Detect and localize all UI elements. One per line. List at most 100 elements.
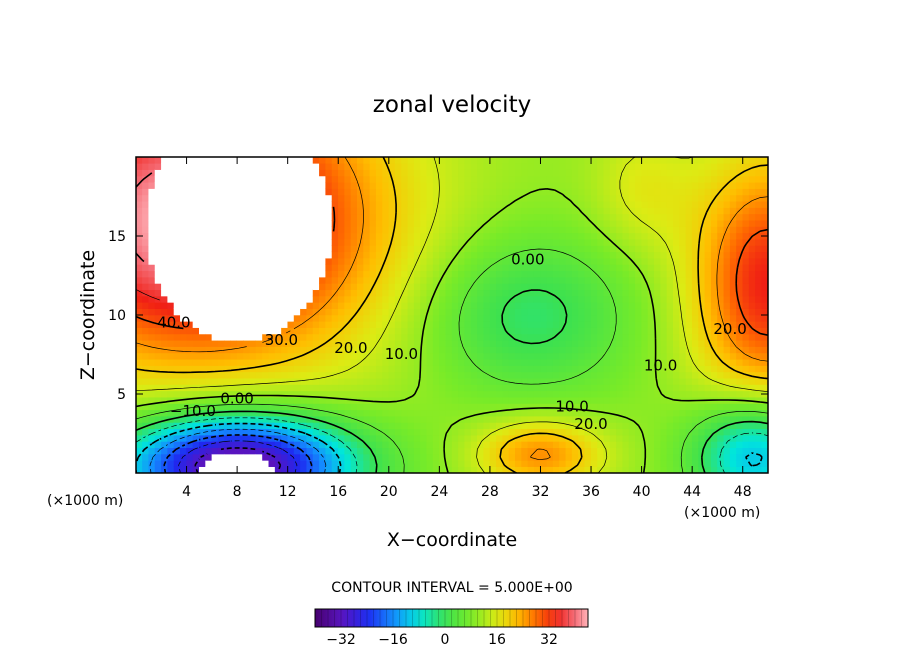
heatmap-cell — [199, 314, 206, 322]
heatmap-cell — [590, 390, 598, 398]
heatmap-cell — [432, 403, 440, 411]
heatmap-cell — [199, 264, 206, 272]
heatmap-cell — [483, 333, 491, 341]
heatmap-cell — [515, 201, 522, 208]
heatmap-cell — [312, 207, 320, 215]
heatmap-cell — [502, 352, 510, 360]
heatmap-cell — [445, 276, 453, 284]
heatmap-cell — [540, 226, 548, 234]
heatmap-cell — [382, 257, 390, 265]
heatmap-cell — [388, 308, 396, 316]
heatmap-cell — [268, 289, 276, 297]
heatmap-cell — [597, 384, 604, 392]
heatmap-cell — [167, 340, 175, 347]
heatmap-cell — [142, 245, 149, 253]
heatmap-cell — [148, 175, 156, 183]
heatmap-cell — [287, 245, 295, 253]
heatmap-cell — [717, 403, 725, 411]
heatmap-cell — [698, 403, 706, 411]
heatmap-cell — [319, 232, 326, 240]
heatmap-cell — [420, 226, 428, 234]
heatmap-cell — [755, 264, 762, 272]
heatmap-cell — [388, 396, 396, 404]
heatmap-cell — [357, 333, 364, 341]
heatmap-cell — [635, 453, 642, 461]
heatmap-cell — [755, 327, 762, 335]
heatmap-cell — [590, 321, 598, 328]
heatmap-cell — [420, 415, 428, 423]
heatmap-cell — [521, 163, 529, 170]
heatmap-cell — [293, 194, 301, 202]
heatmap-cell — [464, 201, 472, 208]
heatmap-cell — [628, 327, 636, 335]
heatmap-cell — [654, 415, 661, 423]
heatmap-cell — [439, 201, 446, 208]
heatmap-cell — [578, 207, 586, 215]
heatmap-cell — [319, 378, 326, 385]
heatmap-cell — [489, 422, 497, 430]
heatmap-cell — [571, 371, 579, 379]
heatmap-cell — [205, 251, 213, 259]
heatmap-cell — [458, 434, 465, 442]
heatmap-cell — [489, 441, 497, 449]
heatmap-cell — [729, 321, 737, 328]
heatmap-cell — [268, 207, 276, 215]
heatmap-cell — [142, 182, 149, 189]
heatmap-cell — [445, 213, 453, 221]
heatmap-cell — [736, 232, 744, 240]
heatmap-cell — [742, 251, 750, 259]
heatmap-cell — [508, 157, 516, 164]
heatmap-cell — [167, 460, 175, 467]
heatmap-cell — [173, 201, 181, 208]
heatmap-cell — [660, 232, 668, 240]
heatmap-cell — [559, 403, 567, 411]
heatmap-cell — [281, 283, 288, 291]
heatmap-cell — [477, 466, 484, 473]
heatmap-cell — [306, 220, 314, 227]
heatmap-cell — [540, 403, 548, 411]
heatmap-cell — [628, 422, 636, 430]
heatmap-cell — [571, 295, 579, 303]
heatmap-cell — [710, 169, 718, 177]
heatmap-cell — [224, 390, 232, 398]
heatmap-cell — [344, 441, 352, 449]
heatmap-cell — [540, 302, 548, 309]
heatmap-cell — [622, 276, 630, 284]
heatmap-cell — [180, 220, 187, 227]
heatmap-cell — [451, 276, 459, 284]
heatmap-cell — [704, 295, 712, 303]
heatmap-cell — [483, 270, 491, 278]
heatmap-cell — [477, 308, 484, 316]
heatmap-cell — [274, 157, 282, 164]
heatmap-cell — [319, 403, 326, 411]
heatmap-cell — [306, 333, 314, 341]
heatmap-cell — [186, 175, 194, 183]
heatmap-cell — [515, 460, 522, 467]
heatmap-cell — [552, 257, 560, 265]
heatmap-cell — [287, 314, 295, 322]
heatmap-cell — [540, 157, 548, 164]
heatmap-cell — [154, 441, 162, 449]
heatmap-cell — [331, 295, 339, 303]
heatmap-cell — [413, 182, 421, 189]
heatmap-cell — [148, 270, 156, 278]
heatmap-cell — [710, 283, 718, 291]
heatmap-cell — [224, 302, 232, 309]
heatmap-cell — [445, 403, 453, 411]
heatmap-cell — [597, 245, 604, 253]
heatmap-cell — [515, 264, 522, 272]
heatmap-cell — [723, 441, 731, 449]
heatmap-cell — [350, 157, 358, 164]
heatmap-cell — [255, 251, 263, 259]
heatmap-cell — [635, 428, 642, 436]
heatmap-cell — [635, 245, 642, 253]
heatmap-cell — [609, 460, 617, 467]
heatmap-cell — [186, 409, 194, 417]
heatmap-cell — [571, 327, 579, 335]
heatmap-cell — [199, 232, 206, 240]
heatmap-cell — [609, 163, 617, 170]
heatmap-cell — [293, 384, 301, 392]
heatmap-cell — [401, 359, 409, 366]
heatmap-cell — [236, 415, 244, 423]
heatmap-cell — [445, 422, 453, 430]
